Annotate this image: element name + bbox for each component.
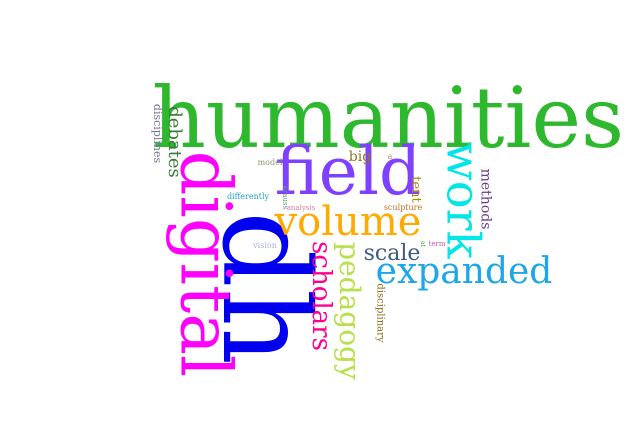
word-pedagogy: pedagogy: [332, 242, 366, 380]
word-at: at: [419, 241, 426, 247]
word-disciplines: disciplines: [151, 103, 165, 163]
word-scholars: scholars: [305, 241, 336, 351]
word-krauss: krauss: [281, 185, 290, 209]
word-vision: vision: [253, 241, 277, 250]
word-term: term: [428, 239, 446, 248]
word-differently: differently: [226, 192, 270, 201]
word-field: field: [274, 133, 422, 210]
word-disciplinary: disciplinary: [374, 283, 386, 343]
word-big: big: [348, 149, 372, 165]
word-tent: tent: [407, 175, 423, 203]
word-a: a: [387, 152, 393, 161]
word-volume: volume: [274, 199, 422, 245]
word-sculpture: sculpture: [383, 203, 423, 212]
word-model: model: [257, 158, 283, 167]
word-scale: scale: [363, 241, 421, 266]
word-digital: digital: [164, 150, 246, 378]
word-methods: methods: [477, 168, 493, 230]
word-debates: debates: [164, 106, 185, 178]
word-expanded: expanded: [375, 251, 553, 292]
word-humanities: humanities: [151, 69, 625, 167]
word-analysis: analysis: [286, 203, 316, 212]
